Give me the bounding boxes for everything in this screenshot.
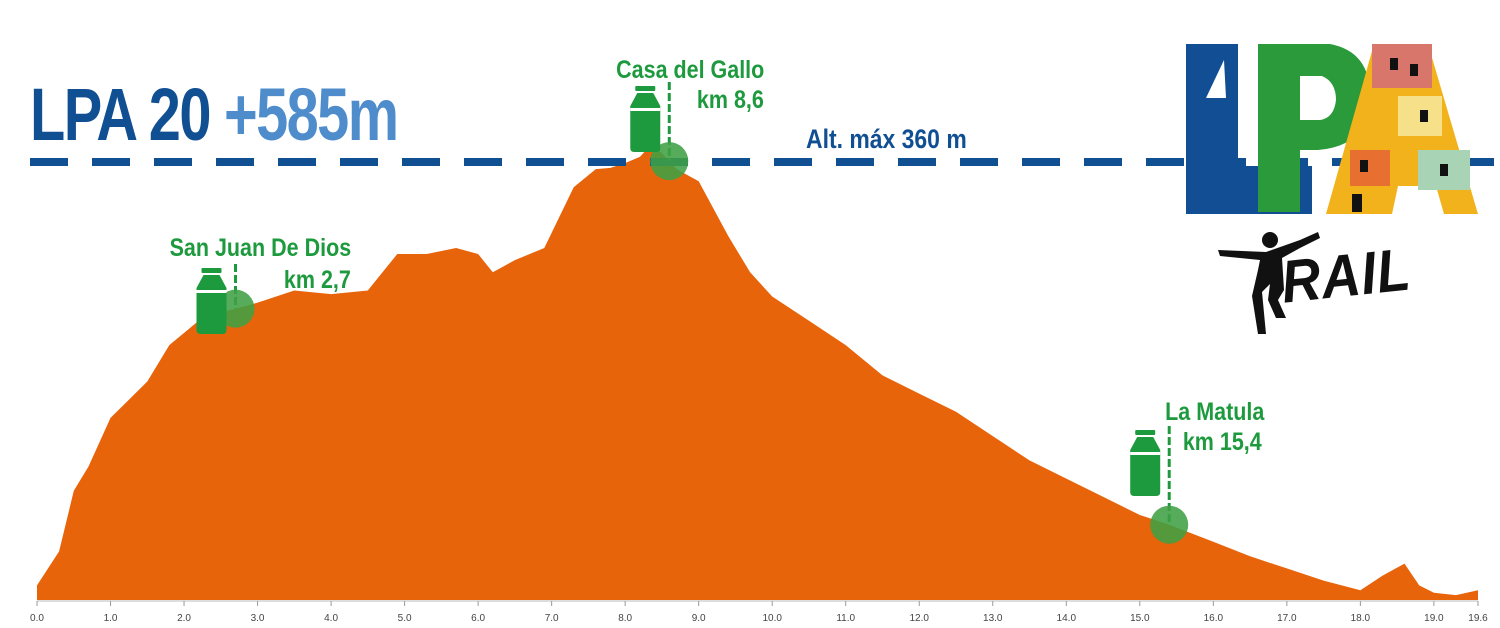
x-tick-label: 9.0 bbox=[692, 613, 706, 624]
waypoint-km: km 15,4 bbox=[1183, 428, 1262, 456]
waypoint-name: Casa del Gallo bbox=[615, 56, 764, 84]
x-tick-label: 12.0 bbox=[910, 613, 930, 624]
waypoint-km: km 8,6 bbox=[697, 86, 764, 114]
logo-window bbox=[1352, 194, 1362, 212]
x-tick-label: 17.0 bbox=[1277, 613, 1297, 624]
elevation-area bbox=[37, 144, 1478, 601]
x-tick-label: 7.0 bbox=[545, 613, 559, 624]
x-tick-label: 3.0 bbox=[251, 613, 265, 624]
x-tick-label: 13.0 bbox=[983, 613, 1003, 624]
logo-window bbox=[1390, 58, 1398, 70]
water-bottle-icon bbox=[196, 268, 227, 334]
x-tick-label: 1.0 bbox=[104, 613, 118, 624]
x-tick-label: 15.0 bbox=[1130, 613, 1150, 624]
waypoint-marker bbox=[1150, 505, 1189, 544]
waypoint-km: km 2,7 bbox=[284, 266, 351, 294]
x-tick-label: 0.0 bbox=[30, 613, 44, 624]
logo-house-block bbox=[1372, 44, 1432, 88]
page-title: LPA 20 +585m bbox=[30, 78, 399, 152]
race-name: LPA 20 bbox=[30, 73, 211, 156]
waypoint-name: La Matula bbox=[1164, 398, 1264, 426]
logo-sail-icon bbox=[1206, 60, 1226, 98]
x-tick-label: 4.0 bbox=[324, 613, 338, 624]
x-tick-label: 14.0 bbox=[1057, 613, 1077, 624]
x-tick-label: 16.0 bbox=[1204, 613, 1224, 624]
waypoint-markers bbox=[196, 82, 1189, 544]
max-altitude-label: Alt. máx 360 m bbox=[806, 124, 967, 154]
logo-p-hole bbox=[1300, 76, 1336, 120]
x-tick-label: 5.0 bbox=[398, 613, 412, 624]
runner-icon bbox=[1218, 232, 1320, 334]
logo-window bbox=[1410, 64, 1418, 76]
x-tick-label: 2.0 bbox=[177, 613, 191, 624]
lpa-logo bbox=[1186, 44, 1478, 214]
x-tick-label: 6.0 bbox=[471, 613, 485, 624]
waypoint-marker bbox=[650, 142, 689, 181]
logo-letter-p bbox=[1258, 44, 1371, 212]
x-tick-label: 10.0 bbox=[762, 613, 782, 624]
water-bottle-icon bbox=[1130, 430, 1161, 496]
x-tick-label: 8.0 bbox=[618, 613, 632, 624]
x-tick-label: 19.0 bbox=[1424, 613, 1444, 624]
x-tick-label: 19.6 bbox=[1468, 613, 1488, 624]
elevation-gain: +585m bbox=[223, 73, 399, 156]
x-tick-label: 18.0 bbox=[1351, 613, 1371, 624]
logo-subtitle: RAIL bbox=[1278, 235, 1414, 316]
logo-house-block bbox=[1350, 150, 1390, 186]
logo-window bbox=[1440, 164, 1448, 176]
logo-window bbox=[1360, 160, 1368, 172]
x-axis: 0.0 1.0 2.0 3.0 4.0 5.0 6.0 7.0 8.0 9.0 10.0 11.0 12… bbox=[30, 600, 1488, 624]
x-tick-label: 11.0 bbox=[836, 613, 855, 624]
logo-window bbox=[1420, 110, 1428, 122]
waypoint-name: San Juan De Dios bbox=[169, 234, 351, 262]
water-bottle-icon bbox=[630, 86, 661, 152]
